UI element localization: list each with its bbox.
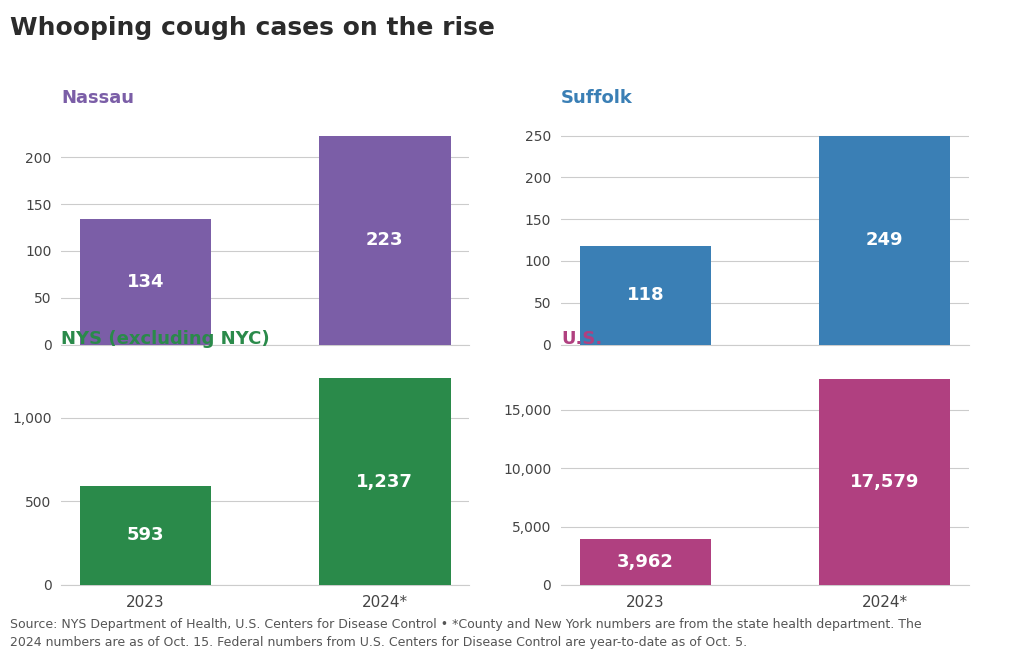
Text: 134: 134 [126,273,164,291]
Text: Source: NYS Department of Health, U.S. Centers for Disease Control • *County and: Source: NYS Department of Health, U.S. C… [10,618,921,649]
Bar [579,246,710,344]
Text: 1,237: 1,237 [356,473,413,491]
Text: 249: 249 [865,231,903,250]
Text: 223: 223 [366,231,404,249]
Bar [319,136,450,344]
Text: NYS (excluding NYC): NYS (excluding NYC) [61,330,270,348]
Text: 118: 118 [626,286,663,304]
Bar [79,219,211,344]
Text: Whooping cough cases on the rise: Whooping cough cases on the rise [10,16,494,40]
Text: Suffolk: Suffolk [560,89,632,107]
Bar [79,486,211,585]
Text: 17,579: 17,579 [849,473,918,491]
Bar [579,539,710,585]
Bar [818,380,950,585]
Text: 593: 593 [126,526,164,545]
Text: U.S.: U.S. [560,330,601,348]
Bar [818,136,950,344]
Text: Nassau: Nassau [61,89,135,107]
Bar [319,378,450,585]
Text: 3,962: 3,962 [616,552,674,571]
